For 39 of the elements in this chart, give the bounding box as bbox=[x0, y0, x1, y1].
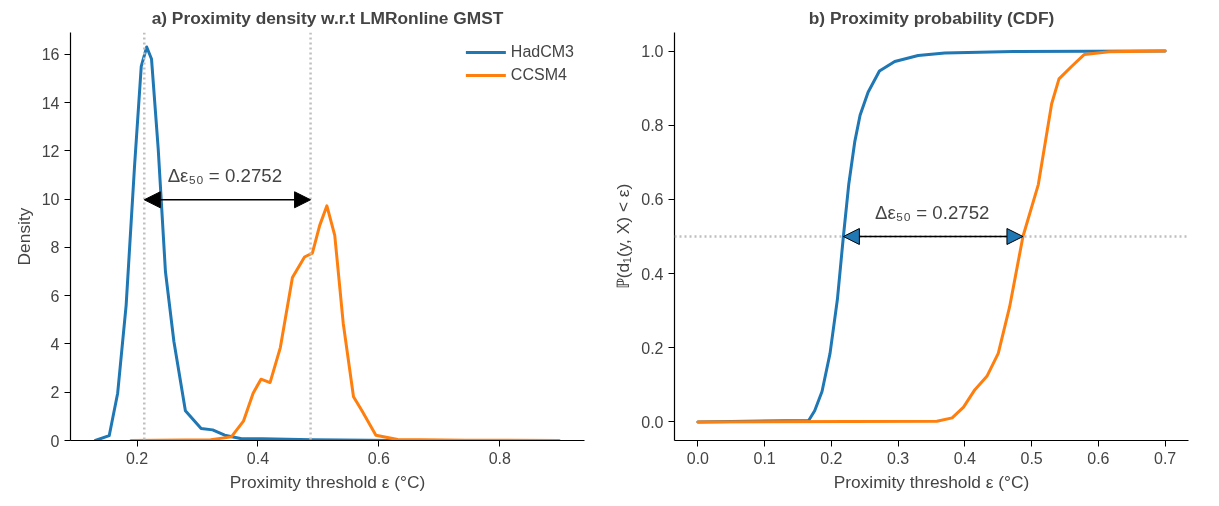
x-tick-label: 0.8 bbox=[488, 449, 512, 467]
x-tick-label: 0.2 bbox=[125, 449, 149, 467]
y-tick-label: 6 bbox=[50, 287, 60, 305]
annotation: Δε₅₀ = 0.2752 bbox=[875, 201, 990, 223]
chart-title: b) Proximity probability (CDF) bbox=[808, 7, 1055, 28]
y-tick-label: 14 bbox=[41, 94, 60, 112]
x-tick-label: 0.6 bbox=[367, 449, 391, 467]
y-tick-label: 16 bbox=[41, 46, 60, 64]
y-tick-label: 1.0 bbox=[641, 43, 664, 61]
x-tick-label: 0.1 bbox=[753, 449, 776, 467]
y-tick-label: 8 bbox=[50, 239, 60, 257]
x-axis-title: Proximity threshold ε (°C) bbox=[229, 471, 426, 492]
annotation: Δε₅₀ = 0.2752 bbox=[167, 164, 283, 186]
legend-label: CCSM4 bbox=[510, 66, 567, 84]
y-tick-label: 0 bbox=[50, 432, 60, 450]
x-axis-title: Proximity threshold ε (°C) bbox=[833, 471, 1030, 492]
x-tick-label: 0.5 bbox=[1020, 449, 1043, 467]
chart-title: a) Proximity density w.r.t LMRonline GMST bbox=[151, 7, 504, 28]
y-axis-title: ℙ(d₁(y, X) < ε) bbox=[613, 183, 634, 290]
x-tick-label: 0.4 bbox=[246, 449, 270, 467]
y-tick-label: 12 bbox=[41, 142, 60, 160]
y-tick-label: 0.2 bbox=[641, 339, 664, 357]
x-tick-label: 0.0 bbox=[686, 449, 710, 467]
y-tick-label: 2 bbox=[50, 384, 60, 402]
y-tick-label: 0.8 bbox=[641, 117, 664, 135]
y-axis-title: Density bbox=[13, 207, 34, 266]
legend-label: HadCM3 bbox=[510, 43, 574, 61]
y-tick-label: 10 bbox=[41, 191, 60, 209]
y-tick-label: 0.0 bbox=[641, 413, 664, 431]
line-series bbox=[696, 49, 1167, 424]
y-tick-label: 0.6 bbox=[641, 191, 664, 209]
x-tick-label: 0.6 bbox=[1087, 449, 1110, 467]
y-tick-label: 4 bbox=[50, 335, 60, 353]
x-tick-label: 0.7 bbox=[1154, 449, 1177, 467]
y-tick-label: 0.4 bbox=[641, 265, 664, 283]
x-tick-label: 0.2 bbox=[820, 449, 843, 467]
x-tick-label: 0.3 bbox=[887, 449, 910, 467]
line-series bbox=[129, 204, 561, 441]
x-tick-label: 0.4 bbox=[953, 449, 977, 467]
